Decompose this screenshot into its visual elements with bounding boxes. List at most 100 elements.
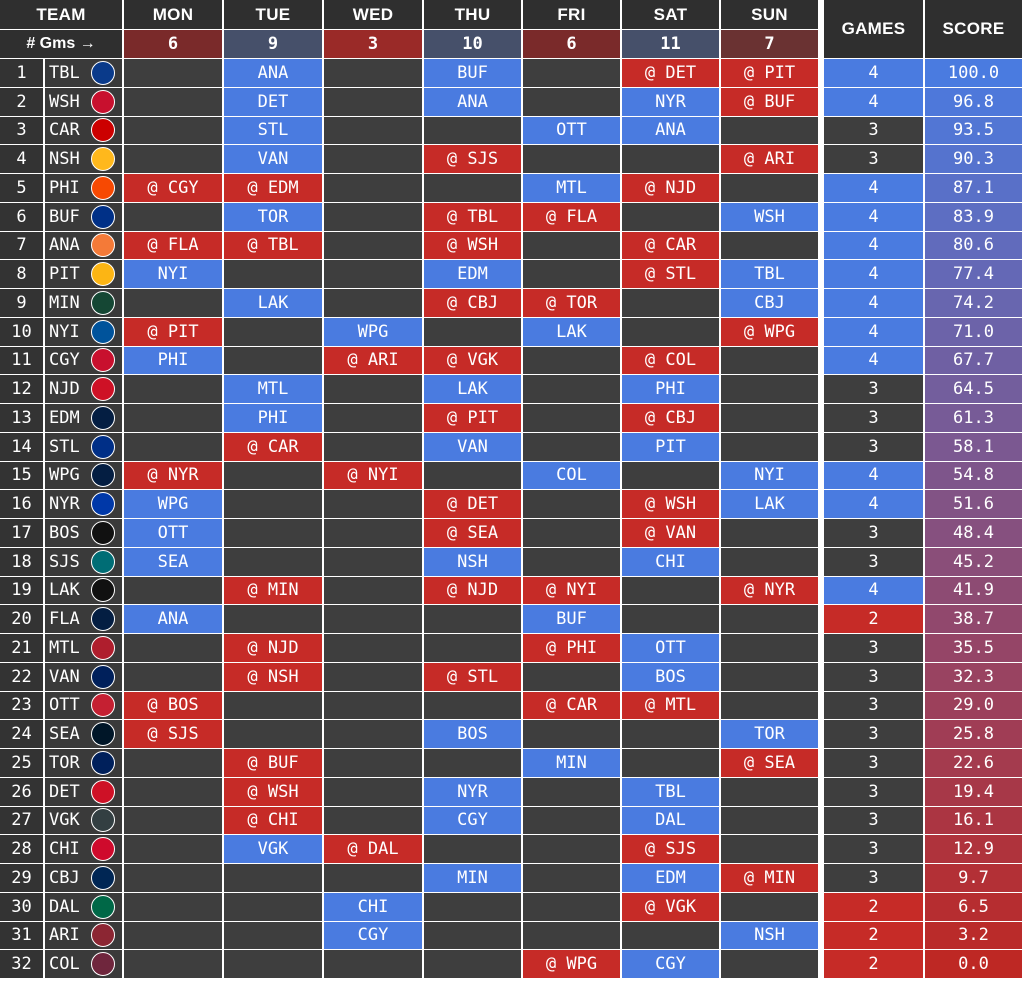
team-rank: 5 [0, 174, 45, 203]
matchup-tue: MTL [224, 375, 324, 404]
matchup-wed: WPG [324, 317, 424, 347]
games-count: 4 [824, 461, 925, 491]
score-value: 67.7 [925, 346, 1024, 376]
matchup-sun: @ BUF [721, 87, 820, 117]
matchup-sat: @ CBJ [622, 404, 721, 433]
score-value: 54.8 [925, 461, 1024, 491]
matchup-mon [124, 375, 224, 404]
matchup-sat: @ CAR [622, 231, 721, 261]
matchup-thu: LAK [424, 375, 523, 404]
matchup-sat: DAL [622, 806, 721, 836]
matchup-mon [124, 921, 224, 951]
matchup-fri [523, 864, 622, 893]
games-count: 4 [824, 289, 925, 318]
team-rank: 30 [0, 892, 45, 922]
matchup-wed [324, 519, 424, 548]
matchup-tue [224, 490, 324, 519]
matchup-sat [622, 921, 721, 951]
team-logo-icon [91, 664, 115, 689]
matchup-sat: CGY [622, 950, 721, 979]
team-logo-icon [91, 147, 115, 172]
matchup-sun [721, 346, 820, 376]
games-count: 3 [824, 777, 925, 807]
team-rank: 3 [0, 116, 45, 146]
matchup-wed [324, 375, 424, 404]
team-logo-icon [91, 808, 115, 833]
matchup-fri: @ FLA [523, 202, 622, 232]
games-count: 3 [824, 116, 925, 146]
games-count: 4 [824, 87, 925, 117]
team-logo-icon [91, 60, 115, 85]
matchup-mon [124, 87, 224, 117]
games-count: 3 [824, 145, 925, 174]
matchup-wed: @ ARI [324, 346, 424, 376]
games-count: 3 [824, 720, 925, 749]
team-abbr: VGK [49, 810, 80, 831]
team-abbr: MTL [49, 637, 80, 658]
matchup-wed [324, 576, 424, 606]
team-cell: DET [45, 777, 124, 807]
matchup-tue [224, 461, 324, 491]
team-cell: DAL [45, 892, 124, 922]
score-value: 80.6 [925, 231, 1024, 261]
score-value: 3.2 [925, 921, 1024, 951]
column-divider [820, 0, 824, 979]
matchup-wed [324, 547, 424, 577]
team-logo-icon [91, 434, 115, 459]
team-logo-icon [91, 348, 115, 373]
matchup-tue: VAN [224, 145, 324, 174]
matchup-mon [124, 289, 224, 318]
matchup-sat: CHI [622, 547, 721, 577]
matchup-wed: @ NYI [324, 461, 424, 491]
matchup-thu [424, 921, 523, 951]
games-count-thu: 10 [424, 30, 523, 59]
matchup-mon [124, 202, 224, 232]
matchup-sat: @ NJD [622, 174, 721, 203]
matchup-sun [721, 950, 820, 979]
matchup-sun [721, 806, 820, 836]
matchup-wed [324, 87, 424, 117]
matchup-thu [424, 116, 523, 146]
matchup-mon [124, 777, 224, 807]
games-count-label: # Gms → [0, 30, 124, 59]
score-value: 25.8 [925, 720, 1024, 749]
score-value: 58.1 [925, 432, 1024, 462]
matchup-tue: @ CHI [224, 806, 324, 836]
matchup-tue: ANA [224, 59, 324, 88]
team-rank: 7 [0, 231, 45, 261]
team-rank: 28 [0, 835, 45, 864]
team-logo-icon [91, 377, 115, 402]
team-rank: 25 [0, 749, 45, 778]
score-header: SCORE [925, 0, 1024, 59]
matchup-sat: @ DET [622, 59, 721, 88]
team-abbr: ANA [49, 235, 80, 256]
team-logo-icon [91, 89, 115, 114]
matchup-sat: @ WSH [622, 490, 721, 519]
score-value: 74.2 [925, 289, 1024, 318]
team-rank: 26 [0, 777, 45, 807]
matchup-mon [124, 835, 224, 864]
day-header-mon: MON [124, 0, 224, 30]
team-cell: CHI [45, 835, 124, 864]
matchup-mon [124, 662, 224, 692]
matchup-sun: @ MIN [721, 864, 820, 893]
team-cell: CGY [45, 346, 124, 376]
matchup-wed [324, 864, 424, 893]
games-count-tue: 9 [224, 30, 324, 59]
team-cell: SEA [45, 720, 124, 749]
matchup-mon [124, 806, 224, 836]
matchup-sun [721, 174, 820, 203]
matchup-mon [124, 576, 224, 606]
matchup-sat [622, 461, 721, 491]
day-header-tue: TUE [224, 0, 324, 30]
games-count: 3 [824, 375, 925, 404]
team-abbr: LAK [49, 580, 80, 601]
matchup-sat: @ VGK [622, 892, 721, 922]
matchup-fri: @ NYI [523, 576, 622, 606]
team-rank: 11 [0, 346, 45, 376]
matchup-tue: LAK [224, 289, 324, 318]
matchup-wed [324, 260, 424, 289]
score-value: 22.6 [925, 749, 1024, 778]
matchup-sat: PHI [622, 375, 721, 404]
score-value: 83.9 [925, 202, 1024, 232]
